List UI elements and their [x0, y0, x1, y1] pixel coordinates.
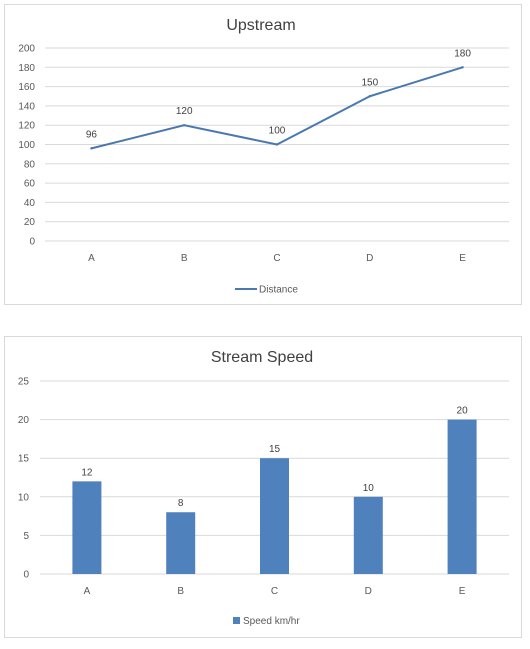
data-labels: 96 120 100 150 180 [86, 48, 472, 140]
chart-title: Upstream [226, 17, 295, 34]
data-label: 15 [269, 444, 281, 455]
data-label: 180 [454, 48, 471, 59]
y-tick-label: 160 [18, 82, 35, 93]
legend: Distance [235, 285, 298, 296]
y-tick-label: 140 [18, 101, 35, 112]
data-point [90, 147, 93, 150]
y-tick-label: 20 [24, 217, 36, 228]
y-tick-label: 180 [18, 63, 35, 74]
y-tick-label: 0 [23, 570, 29, 581]
data-point [275, 143, 279, 146]
bar [447, 419, 477, 574]
x-tick-label: E [459, 586, 466, 597]
y-tick-label: 60 [24, 179, 36, 190]
data-label: 20 [457, 406, 469, 417]
bar [353, 496, 383, 574]
y-axis-ticks: 0 5 10 15 20 25 [18, 377, 30, 581]
data-label: 12 [81, 467, 93, 478]
data-point [183, 124, 186, 127]
x-axis-ticks: A B C D E [88, 253, 466, 264]
data-label: 10 [363, 483, 375, 494]
y-tick-label: 0 [29, 237, 35, 248]
bar-series [72, 419, 477, 574]
y-tick-label: 40 [24, 198, 36, 209]
x-tick-label: C [271, 586, 278, 597]
x-tick-label: B [181, 253, 188, 264]
x-tick-label: D [366, 253, 373, 264]
y-tick-label: 5 [23, 531, 29, 542]
y-tick-label: 200 [18, 44, 35, 55]
bar [72, 481, 102, 574]
x-axis-ticks: A B C D E [84, 586, 466, 597]
y-tick-label: 100 [18, 140, 35, 151]
x-tick-label: C [273, 253, 280, 264]
legend-label: Distance [259, 285, 298, 296]
data-labels: 12 8 15 10 20 [81, 406, 468, 510]
y-tick-label: 15 [18, 454, 30, 465]
bar [166, 512, 196, 574]
data-label: 96 [86, 129, 98, 140]
x-tick-label: A [84, 586, 91, 597]
y-tick-label: 10 [18, 492, 30, 503]
data-point [368, 95, 371, 98]
y-tick-label: 120 [18, 121, 35, 132]
x-tick-label: D [365, 586, 372, 597]
upstream-chart-panel: Upstream 0 20 40 60 80 100 120 140 160 180 200 A B C… [4, 4, 522, 305]
data-label: 8 [178, 498, 184, 509]
legend-bar-swatch [233, 617, 240, 624]
y-axis-ticks: 0 20 40 60 80 100 120 140 160 180 200 [18, 44, 35, 248]
x-tick-label: B [177, 586, 184, 597]
x-tick-label: E [459, 253, 466, 264]
legend-label: Speed km/hr [243, 616, 300, 627]
legend: Speed km/hr [233, 616, 300, 627]
x-tick-label: A [88, 253, 95, 264]
y-tick-label: 20 [18, 415, 30, 426]
y-tick-label: 25 [18, 377, 30, 388]
bar [260, 458, 289, 574]
line-series [90, 66, 464, 150]
data-label: 150 [361, 77, 378, 88]
data-point [461, 66, 464, 69]
chart-title: Stream Speed [211, 349, 313, 366]
y-tick-label: 80 [24, 159, 36, 170]
data-label: 100 [269, 126, 286, 137]
upstream-line-chart: Upstream 0 20 40 60 80 100 120 140 160 180 200 A B C… [18, 17, 509, 296]
data-label: 120 [176, 106, 193, 117]
